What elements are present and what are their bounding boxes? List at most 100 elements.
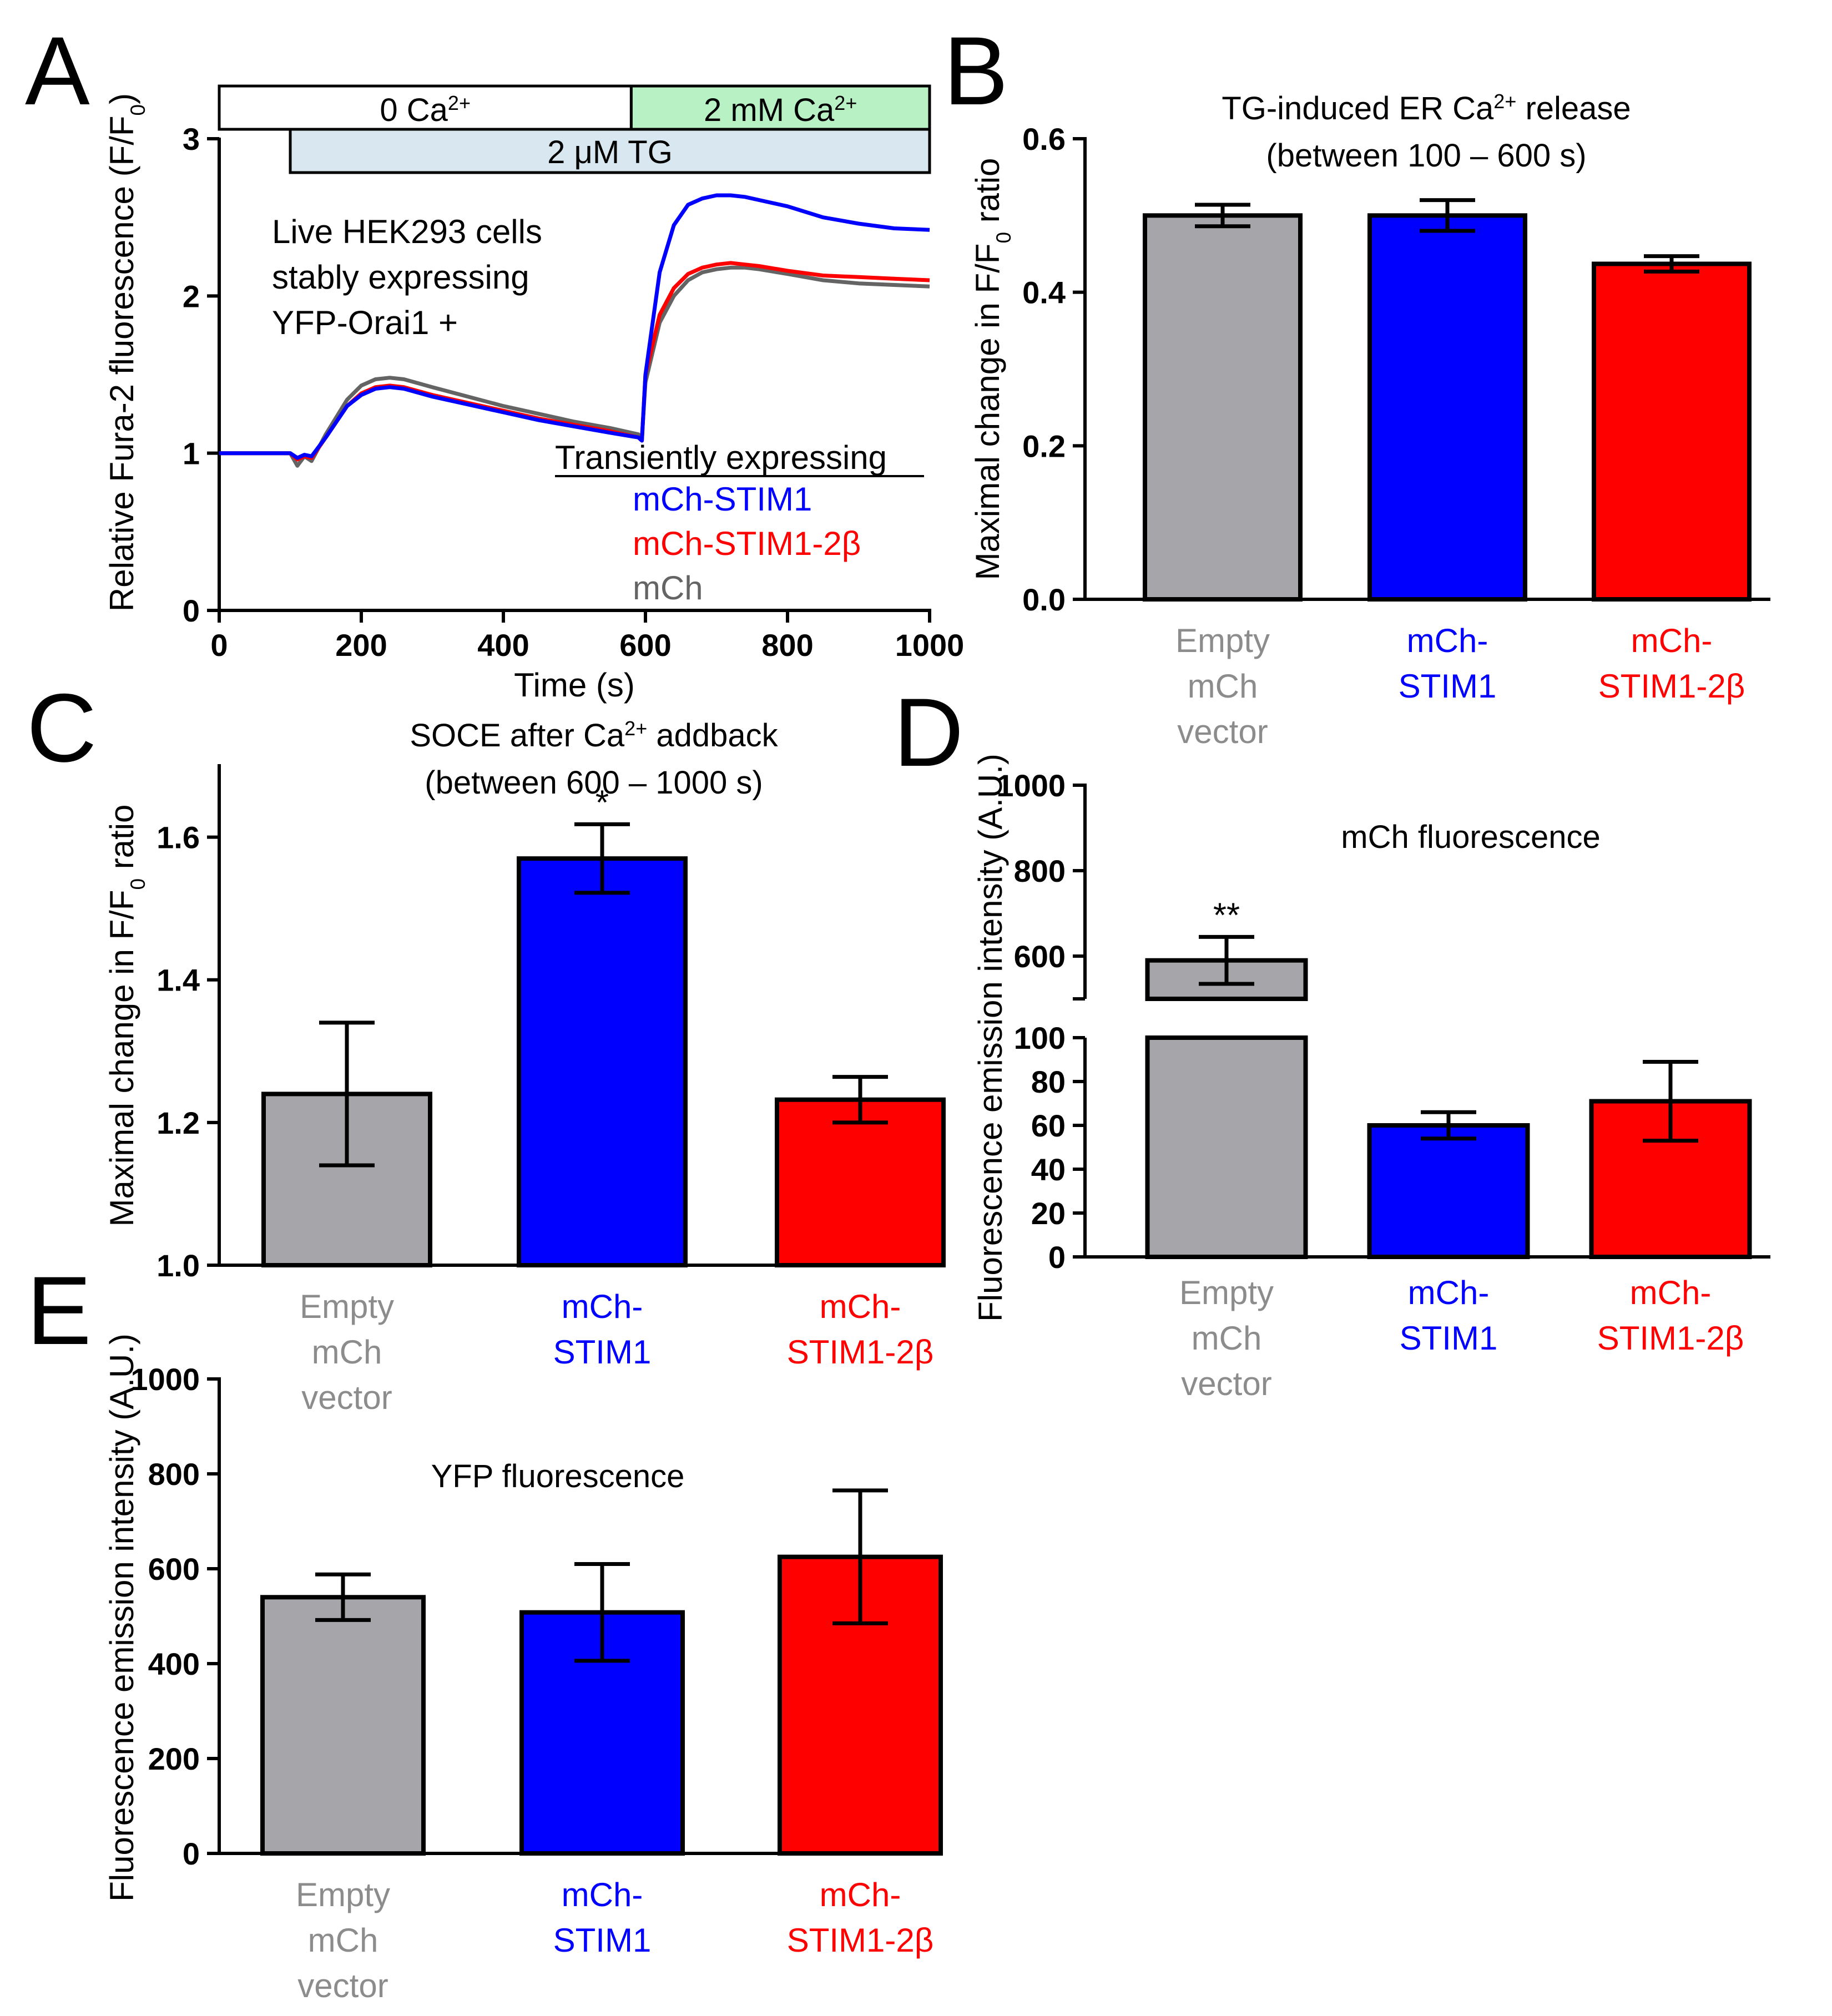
- y-tick-label-3: 1.6: [157, 820, 200, 855]
- chart-subtitle: (between 600 – 1000 s): [425, 765, 763, 801]
- tg-label: 2 μM TG: [547, 134, 673, 170]
- y-tick-label-1: 200: [148, 1741, 200, 1776]
- chart-subtitle: (between 100 – 600 s): [1266, 138, 1586, 174]
- x-axis-label: Time (s): [514, 666, 635, 704]
- legend-entry-1: mCh-STIM1-2β: [633, 525, 861, 562]
- x-tick-label-2: 400: [477, 628, 529, 663]
- bar-0: [260, 1595, 426, 1856]
- category-label-0-0: Empty: [296, 1876, 390, 1913]
- y-axis-label-part-0: Maximal change in F/F: [103, 890, 140, 1227]
- y-axis-label-part-0: Relative Fura-2 fluorescence (F/F: [103, 115, 140, 612]
- category-label-1-0: mCh-: [562, 1876, 643, 1913]
- y-axis-label: Maximal change in F/F0 ratio: [103, 805, 149, 1227]
- y-tick-label-lower-0: 0: [1048, 1240, 1066, 1275]
- panel-letter-b: B: [943, 17, 1008, 125]
- y-tick-label-0: 0: [183, 1836, 200, 1871]
- category-label-1-1: STIM1: [1400, 1320, 1498, 1357]
- trace-mch: [219, 265, 930, 468]
- y-tick-label-5: 1000: [130, 1362, 200, 1397]
- two-mm-ca-label: 2 mM Ca2+: [704, 92, 857, 129]
- category-label-1-0: mCh-: [1408, 1274, 1490, 1311]
- panel-c-bar-chart: 1.0 1.2 1.4 1.6 Empty mCh vector * mCh- STIM1 mCh-…: [103, 717, 946, 1416]
- category-label-2-0: mCh-: [820, 1876, 901, 1913]
- y-axis-label-part-1: 0: [127, 878, 149, 890]
- category-label-0-0: Empty: [1179, 1274, 1274, 1311]
- category-label-2-1: STIM1-2β: [1598, 668, 1745, 705]
- x-tick-label-5: 1000: [895, 628, 965, 663]
- y-tick-label-3: 3: [183, 122, 200, 156]
- category-label-1-0: mCh-: [1407, 622, 1488, 659]
- two-mm-ca-label-part-0: 2 mM Ca: [704, 92, 835, 128]
- trace-mch-stim1: [219, 193, 930, 460]
- chart-title-part-0: SOCE after Ca: [410, 718, 625, 754]
- x-tick-label-4: 800: [761, 628, 813, 663]
- bar-2: [775, 1097, 946, 1267]
- category-label-1-0: mCh-: [562, 1288, 643, 1325]
- chart-title: TG-induced ER Ca2+ release: [1222, 90, 1631, 127]
- y-axis-label: Fluorescence emission intensity (A.U.): [972, 754, 1009, 1322]
- category-label-2-0: mCh-: [820, 1288, 901, 1325]
- category-label-0-1: mCh: [1192, 1320, 1262, 1357]
- panel-letter-a: A: [25, 17, 90, 125]
- category-label-2-0: mCh-: [1630, 1274, 1712, 1311]
- y-tick-label-1: 1: [183, 436, 200, 471]
- y-axis-label: Maximal change in F/F0 ratio: [969, 158, 1015, 580]
- chart-title-part-0: TG-induced ER Ca: [1222, 90, 1494, 127]
- bar-2: [1592, 261, 1752, 602]
- bar-1: [1367, 213, 1527, 602]
- y-tick-label-4: 800: [148, 1457, 200, 1492]
- bar-1: [1367, 1123, 1530, 1259]
- bar-1: [517, 856, 688, 1267]
- panel-letter-c: C: [27, 674, 97, 782]
- category-label-0-2: vector: [297, 1967, 388, 2004]
- tg-box: [289, 128, 931, 174]
- y-tick-label-1: 1.2: [157, 1105, 200, 1140]
- y-tick-label-2: 400: [148, 1646, 200, 1681]
- bar-lower-segment-0: [1145, 1035, 1308, 1259]
- zero-ca-label-part-0: 0 Ca: [380, 92, 448, 128]
- category-label-1-1: STIM1: [553, 1333, 652, 1371]
- significance-0: **: [1213, 896, 1240, 934]
- cell-annotation-line-2: YFP-Orai1 +: [272, 304, 458, 341]
- bar-2: [1589, 1099, 1752, 1260]
- y-tick-label-2: 1.4: [157, 963, 200, 998]
- panel-d-bar-chart: 0 20 40 60 80 100 600 800 1000 ** Empty mCh vector mC…: [972, 754, 1770, 1402]
- legend-title: Transiently expressing: [555, 439, 887, 476]
- y-tick-label-upper-1: 800: [1014, 853, 1066, 888]
- y-tick-label-lower-5: 100: [1014, 1020, 1066, 1055]
- zero-ca-label-part-1: 2+: [448, 92, 471, 114]
- chart-title-part-1: 2+: [1493, 90, 1516, 113]
- chart-title-part-1: 2+: [624, 717, 647, 740]
- panel-letter-e: E: [27, 1257, 92, 1365]
- y-tick-label-0: 0.0: [1022, 582, 1066, 617]
- chart-title: YFP fluorescence: [431, 1458, 685, 1494]
- y-tick-label-2: 2: [183, 279, 200, 314]
- y-tick-label-3: 600: [148, 1552, 200, 1586]
- chart-title-part-2: release: [1516, 90, 1631, 127]
- chart-title: mCh fluorescence: [1341, 819, 1600, 855]
- category-label-2-0: mCh-: [1631, 622, 1713, 659]
- cell-annotation-line-1: stably expressing: [272, 259, 529, 296]
- x-tick-label-1: 200: [335, 628, 387, 663]
- category-label-0-0: Empty: [1175, 622, 1270, 659]
- bar-break-gap-0: [1144, 1001, 1309, 1035]
- y-axis-label-part-1: 0: [127, 104, 149, 116]
- category-label-0-1: mCh: [1188, 668, 1258, 705]
- panel-b-bar-chart: 0.0 0.2 0.4 0.6 Empty mCh vector mCh- STIM1 mCh- S…: [969, 90, 1770, 750]
- category-label-0-1: mCh: [308, 1922, 378, 1959]
- y-tick-label-3: 0.6: [1022, 122, 1066, 156]
- y-tick-label-0: 0: [183, 593, 200, 628]
- y-axis-label-part-0: Maximal change in F/F: [969, 244, 1006, 580]
- legend-entry-2: mCh: [633, 569, 703, 607]
- y-axis-label-part-1: 0: [992, 232, 1015, 244]
- category-label-0-2: vector: [1181, 1365, 1271, 1402]
- panel-e-bar-chart: 0 200 400 600 800 1000 Empty mCh vector mCh- STIM1…: [103, 1333, 943, 2004]
- significance-1: *: [595, 784, 609, 822]
- category-label-0-0: Empty: [300, 1288, 394, 1325]
- two-mm-ca-label-part-1: 2+: [834, 92, 857, 114]
- y-tick-label-lower-3: 60: [1031, 1108, 1066, 1143]
- category-label-1-1: STIM1: [1399, 668, 1497, 705]
- y-tick-label-2: 0.4: [1022, 275, 1066, 310]
